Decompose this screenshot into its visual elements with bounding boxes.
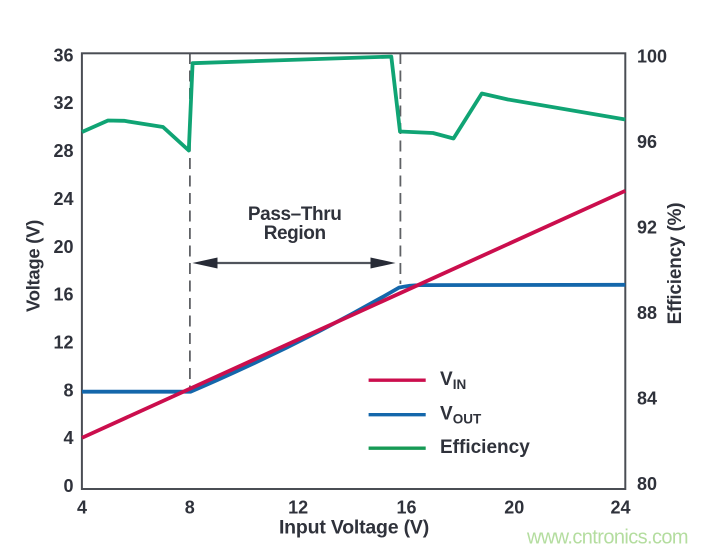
svg-text:16: 16: [396, 498, 416, 518]
svg-text:20: 20: [53, 237, 73, 257]
svg-text:Pass–Thru: Pass–Thru: [248, 204, 342, 225]
svg-text:4: 4: [63, 428, 73, 448]
svg-text:Efficiency: Efficiency: [440, 437, 530, 458]
svg-text:100: 100: [637, 47, 667, 67]
svg-text:0: 0: [63, 476, 73, 496]
svg-text:12: 12: [53, 333, 73, 353]
svg-text:8: 8: [185, 498, 195, 518]
svg-text:4: 4: [77, 498, 87, 518]
svg-text:80: 80: [637, 474, 657, 494]
svg-text:Region: Region: [264, 223, 326, 244]
svg-text:36: 36: [53, 45, 73, 65]
svg-text:20: 20: [504, 498, 524, 518]
svg-text:8: 8: [63, 380, 73, 400]
svg-text:84: 84: [637, 388, 657, 408]
svg-text:24: 24: [53, 189, 73, 209]
svg-text:96: 96: [637, 132, 657, 152]
svg-text:Efficiency (%): Efficiency (%): [665, 203, 686, 325]
svg-text:www.cntronics.com: www.cntronics.com: [526, 527, 688, 549]
svg-text:16: 16: [53, 285, 73, 305]
svg-text:24: 24: [610, 498, 630, 518]
svg-text:32: 32: [53, 93, 73, 113]
svg-text:Voltage (V): Voltage (V): [23, 220, 44, 312]
svg-text:Input Voltage (V): Input Voltage (V): [279, 517, 429, 539]
svg-text:92: 92: [637, 218, 657, 238]
svg-text:12: 12: [288, 498, 308, 518]
svg-text:28: 28: [53, 141, 73, 161]
svg-text:88: 88: [637, 303, 657, 323]
